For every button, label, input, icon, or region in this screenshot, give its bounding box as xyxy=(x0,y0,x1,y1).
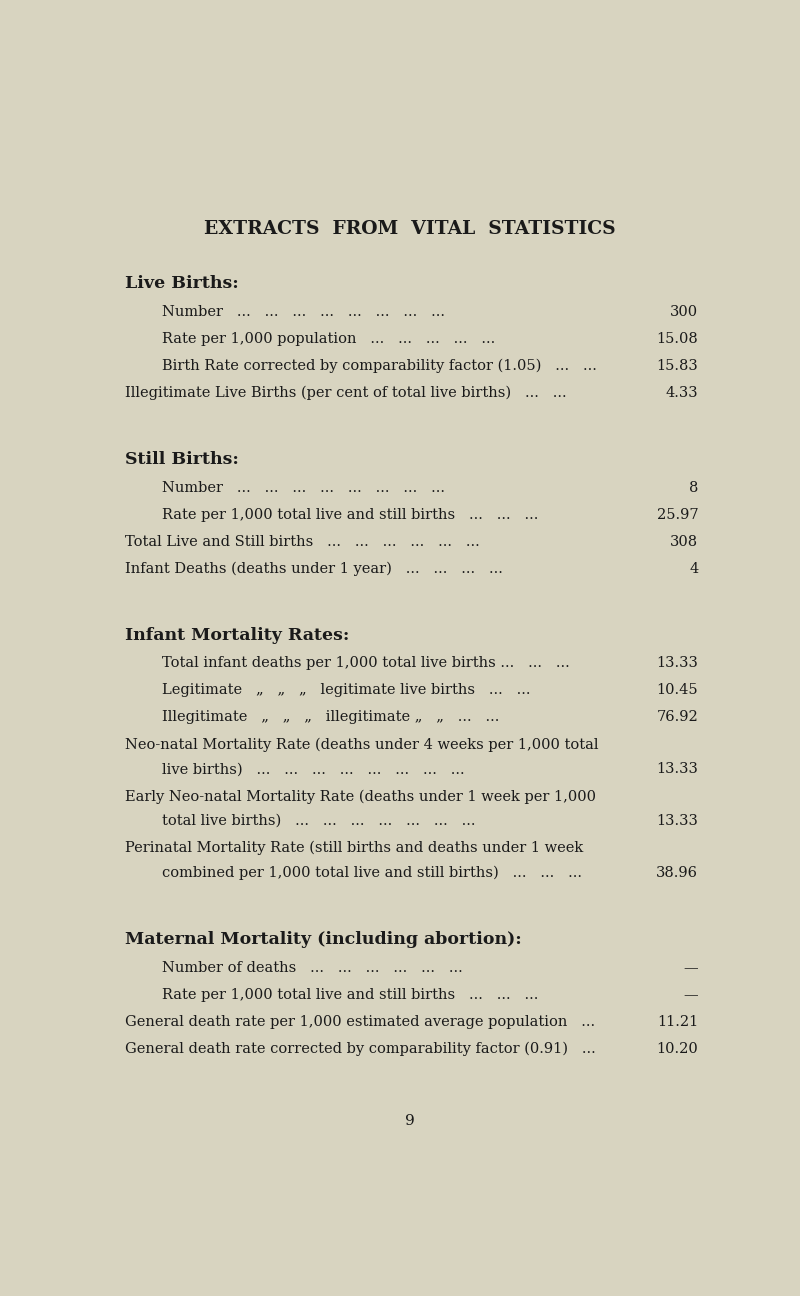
Text: Maternal Mortality (including abortion):: Maternal Mortality (including abortion): xyxy=(125,931,522,947)
Text: 13.33: 13.33 xyxy=(657,762,698,776)
Text: Total infant deaths per 1,000 total live births ...   ...   ...: Total infant deaths per 1,000 total live… xyxy=(162,657,570,670)
Text: total live births)   ...   ...   ...   ...   ...   ...   ...: total live births) ... ... ... ... ... .… xyxy=(162,814,475,828)
Text: —: — xyxy=(684,960,698,975)
Text: Number   ...   ...   ...   ...   ...   ...   ...   ...: Number ... ... ... ... ... ... ... ... xyxy=(162,306,445,319)
Text: 4.33: 4.33 xyxy=(666,386,698,400)
Text: General death rate corrected by comparability factor (0.91)   ...: General death rate corrected by comparab… xyxy=(125,1042,595,1056)
Text: —: — xyxy=(684,988,698,1002)
Text: 13.33: 13.33 xyxy=(657,814,698,828)
Text: Infant Mortality Rates:: Infant Mortality Rates: xyxy=(125,626,349,644)
Text: 4: 4 xyxy=(689,561,698,575)
Text: Rate per 1,000 total live and still births   ...   ...   ...: Rate per 1,000 total live and still birt… xyxy=(162,988,538,1002)
Text: Legitimate   „   „   „   legitimate live births   ...   ...: Legitimate „ „ „ legitimate live births … xyxy=(162,683,530,697)
Text: Number   ...   ...   ...   ...   ...   ...   ...   ...: Number ... ... ... ... ... ... ... ... xyxy=(162,481,445,495)
Text: Infant Deaths (deaths under 1 year)   ...   ...   ...   ...: Infant Deaths (deaths under 1 year) ... … xyxy=(125,561,502,575)
Text: Total Live and Still births   ...   ...   ...   ...   ...   ...: Total Live and Still births ... ... ... … xyxy=(125,535,479,548)
Text: Live Births:: Live Births: xyxy=(125,275,238,293)
Text: 308: 308 xyxy=(670,535,698,548)
Text: Neo-natal Mortality Rate (deaths under 4 weeks per 1,000 total: Neo-natal Mortality Rate (deaths under 4… xyxy=(125,737,598,752)
Text: Birth Rate corrected by comparability factor (1.05)   ...   ...: Birth Rate corrected by comparability fa… xyxy=(162,359,597,373)
Text: Still Births:: Still Births: xyxy=(125,451,238,468)
Text: 10.20: 10.20 xyxy=(657,1042,698,1056)
Text: Rate per 1,000 total live and still births   ...   ...   ...: Rate per 1,000 total live and still birt… xyxy=(162,508,538,522)
Text: Illegitimate   „   „   „   illegitimate „   „   ...   ...: Illegitimate „ „ „ illegitimate „ „ ... … xyxy=(162,710,499,724)
Text: 10.45: 10.45 xyxy=(657,683,698,697)
Text: 11.21: 11.21 xyxy=(657,1015,698,1029)
Text: General death rate per 1,000 estimated average population   ...: General death rate per 1,000 estimated a… xyxy=(125,1015,595,1029)
Text: 13.33: 13.33 xyxy=(657,657,698,670)
Text: 9: 9 xyxy=(405,1115,415,1129)
Text: EXTRACTS  FROM  VITAL  STATISTICS: EXTRACTS FROM VITAL STATISTICS xyxy=(204,220,616,238)
Text: 25.97: 25.97 xyxy=(657,508,698,522)
Text: 300: 300 xyxy=(670,306,698,319)
Text: 8: 8 xyxy=(689,481,698,495)
Text: live births)   ...   ...   ...   ...   ...   ...   ...   ...: live births) ... ... ... ... ... ... ...… xyxy=(162,762,465,776)
Text: Perinatal Mortality Rate (still births and deaths under 1 week: Perinatal Mortality Rate (still births a… xyxy=(125,841,583,855)
Text: 38.96: 38.96 xyxy=(656,866,698,880)
Text: Illegitimate Live Births (per cent of total live births)   ...   ...: Illegitimate Live Births (per cent of to… xyxy=(125,386,566,400)
Text: combined per 1,000 total live and still births)   ...   ...   ...: combined per 1,000 total live and still … xyxy=(162,866,582,880)
Text: 15.08: 15.08 xyxy=(657,332,698,346)
Text: 15.83: 15.83 xyxy=(657,359,698,373)
Text: 76.92: 76.92 xyxy=(657,710,698,724)
Text: Rate per 1,000 population   ...   ...   ...   ...   ...: Rate per 1,000 population ... ... ... ..… xyxy=(162,332,495,346)
Text: Number of deaths   ...   ...   ...   ...   ...   ...: Number of deaths ... ... ... ... ... ... xyxy=(162,960,462,975)
Text: Early Neo-natal Mortality Rate (deaths under 1 week per 1,000: Early Neo-natal Mortality Rate (deaths u… xyxy=(125,789,596,804)
